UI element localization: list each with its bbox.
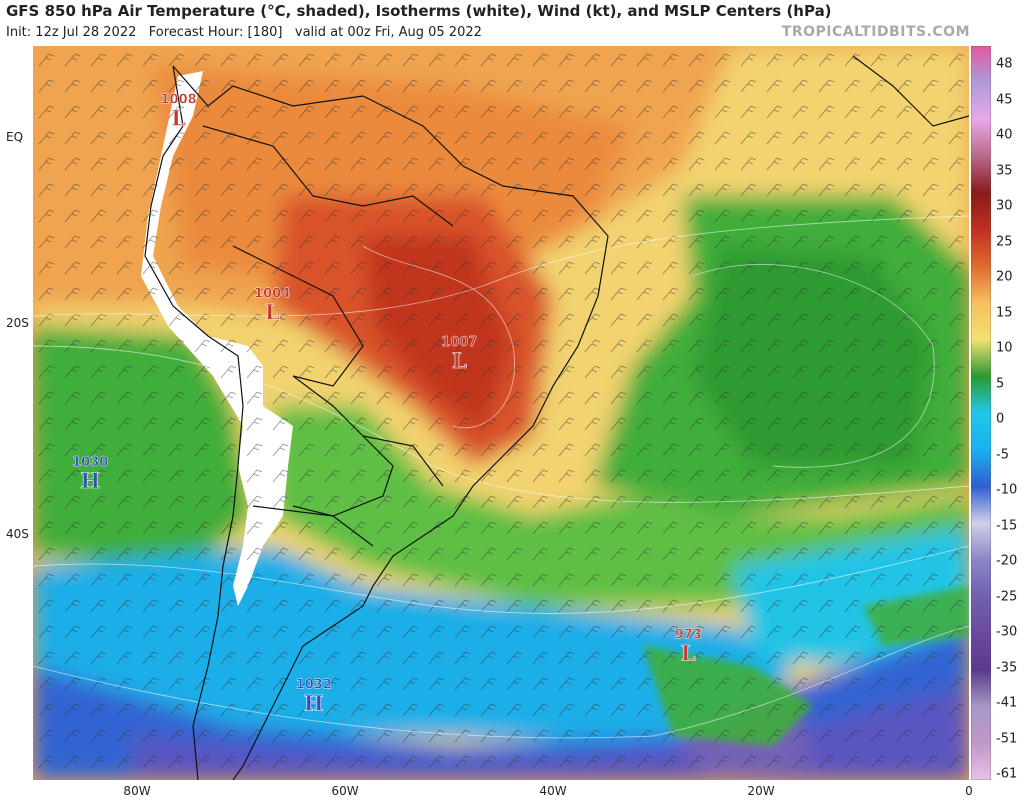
pressure-value: 1030 xyxy=(72,455,108,470)
lon-label-20w: 20W xyxy=(747,784,775,798)
colorbar-tick: 0 xyxy=(996,411,1005,427)
colorbar-tick: -30 xyxy=(996,624,1018,640)
colorbar-tick: 10 xyxy=(996,340,1013,356)
pressure-value: 1007 xyxy=(441,335,477,350)
lat-label-20s: 20S xyxy=(6,315,29,330)
coastlines xyxy=(144,55,969,780)
colorbar-tick: 45 xyxy=(996,92,1013,107)
colorbar-tick: -61 xyxy=(996,766,1018,782)
pressure-type-low: L xyxy=(171,106,186,131)
chart-title: GFS 850 hPa Air Temperature (°C, shaded)… xyxy=(6,2,832,20)
init-time: Init: 12z Jul 28 2022 xyxy=(6,25,137,40)
colorbar-tick: -35 xyxy=(996,660,1018,675)
chart-subtitle: Init: 12z Jul 28 2022 Forecast Hour: [18… xyxy=(6,25,482,40)
wind-barbs xyxy=(33,46,969,780)
colorbar-tick: -15 xyxy=(996,518,1018,533)
colorbar-tick: -51 xyxy=(996,731,1018,746)
colorbar-tick: 20 xyxy=(996,269,1013,285)
brand-watermark: TROPICALTIDBITS.COM xyxy=(781,24,970,40)
lon-label-0: 0 xyxy=(965,784,973,798)
colorbar-tick: 40 xyxy=(996,127,1013,143)
colorbar-tick: 48 xyxy=(996,56,1013,72)
map-panel: 1008 L 1004 L 1007 L 1030 H 1032 H 973 L xyxy=(33,46,969,780)
colorbar xyxy=(971,46,991,780)
pressure-value: 973 xyxy=(675,627,702,642)
colorbar-tick: 35 xyxy=(996,163,1013,178)
lon-label-80w: 80W xyxy=(123,784,151,798)
pressure-type-low: L xyxy=(265,299,280,324)
pressure-type-low: L xyxy=(452,348,467,373)
colorbar-tick: 5 xyxy=(996,376,1005,391)
colorbar-tick: -5 xyxy=(996,447,1009,462)
pressure-type-high: H xyxy=(80,468,100,493)
lon-label-40w: 40W xyxy=(539,784,567,798)
pressure-type-high: H xyxy=(304,691,324,716)
pressure-value: 1008 xyxy=(161,93,197,108)
lat-label-40s: 40S xyxy=(6,527,29,542)
colorbar-tick: -10 xyxy=(996,482,1018,498)
pressure-value: 1032 xyxy=(296,678,332,693)
pressure-value: 1004 xyxy=(254,286,290,301)
forecast-hour: Forecast Hour: [180] xyxy=(148,25,283,40)
colorbar-tick: 25 xyxy=(996,234,1013,249)
colorbar-tick: -41 xyxy=(996,695,1018,711)
lon-label-60w: 60W xyxy=(331,784,359,798)
colorbar-tick: -25 xyxy=(996,589,1018,604)
colorbar-tick: -20 xyxy=(996,553,1018,569)
valid-time: valid at 00z Fri, Aug 05 2022 xyxy=(294,25,482,40)
pressure-type-low: L xyxy=(681,640,696,665)
lat-label-eq: EQ xyxy=(6,130,24,145)
colorbar-tick: 30 xyxy=(996,198,1013,214)
colorbar-tick: 15 xyxy=(996,305,1013,320)
